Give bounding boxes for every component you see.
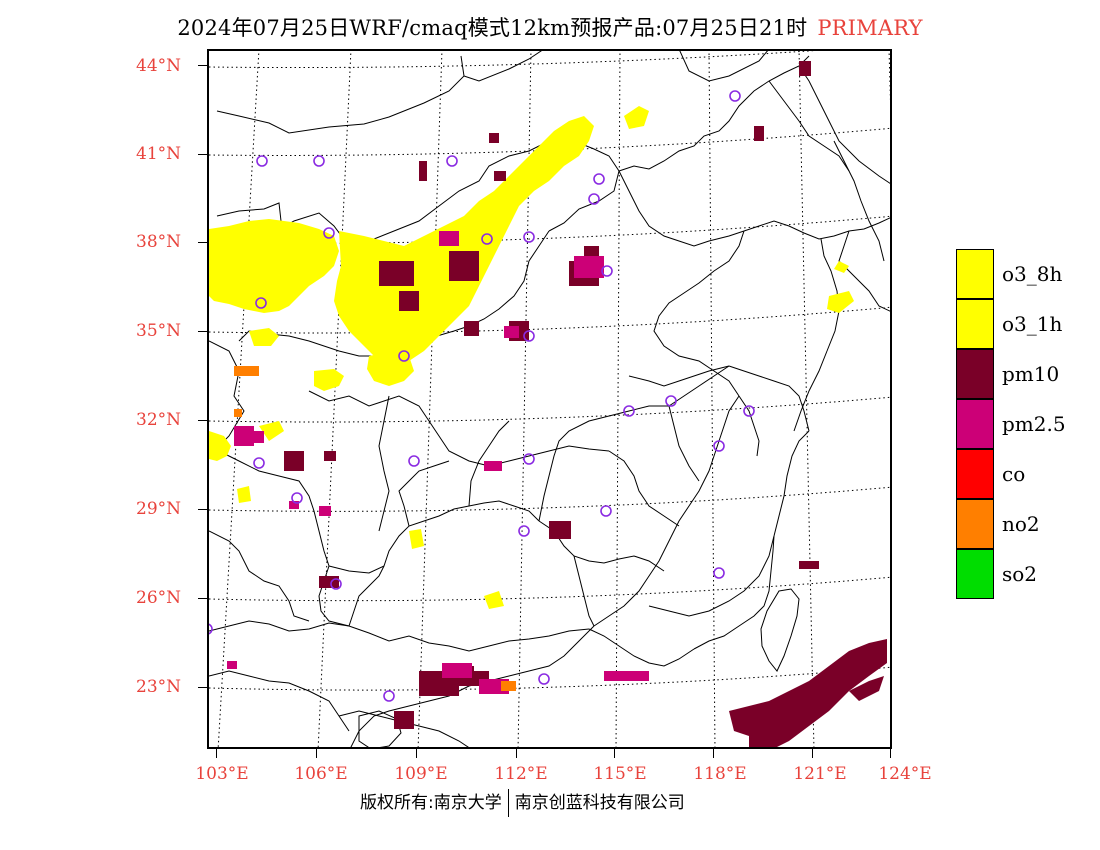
lon-tick <box>316 749 317 758</box>
lat-label-35: 35°N <box>136 321 182 341</box>
title-text: 2024年07月25日WRF/cmaq模式12km预报产品:07月25日21时 <box>177 16 808 40</box>
lon-label-115: 115°E <box>593 764 647 784</box>
lat-label-23: 23°N <box>136 677 182 697</box>
lat-label-44: 44°N <box>136 56 182 76</box>
lon-tick <box>216 749 217 758</box>
lon-tick <box>416 749 417 758</box>
copyright-footer: 版权所有:南京大学 南京创蓝科技有限公司 <box>360 788 685 817</box>
lat-label-32: 32°N <box>136 410 182 430</box>
primary-tag: PRIMARY <box>817 16 923 40</box>
legend-label: o3_1h <box>1002 312 1063 336</box>
legend-label: co <box>1002 462 1026 486</box>
map-title: 2024年07月25日WRF/cmaq模式12km预报产品:07月25日21时 P… <box>0 12 1100 42</box>
legend-label: o3_8h <box>1002 262 1063 286</box>
lat-label-38: 38°N <box>136 232 182 252</box>
province-boundaries <box>209 51 890 747</box>
legend-swatch <box>956 249 994 299</box>
map-frame[interactable] <box>207 49 892 749</box>
lon-label-118: 118°E <box>693 764 747 784</box>
legend-label: pm10 <box>1002 362 1060 386</box>
lon-tick <box>890 749 891 758</box>
legend-label: so2 <box>1002 562 1038 586</box>
legend-swatch <box>956 549 994 599</box>
lat-tick <box>198 331 207 332</box>
lon-label-106: 106°E <box>294 764 348 784</box>
copyright-right: 南京创蓝科技有限公司 <box>514 793 685 813</box>
legend-label: pm2.5 <box>1002 412 1066 436</box>
lat-tick <box>198 509 207 510</box>
no2-areas <box>234 366 516 691</box>
footer-separator <box>507 789 509 817</box>
legend-swatch <box>956 499 994 549</box>
lat-tick <box>198 154 207 155</box>
lat-label-41: 41°N <box>136 144 182 164</box>
lon-tick <box>713 749 714 758</box>
lon-label-121: 121°E <box>793 764 847 784</box>
lon-tick <box>516 749 517 758</box>
lat-label-29: 29°N <box>136 499 182 519</box>
pm10-areas <box>284 61 887 747</box>
lat-label-26: 26°N <box>136 588 182 608</box>
legend-swatch <box>956 399 994 449</box>
map-canvas[interactable] <box>209 51 892 749</box>
lat-tick <box>198 687 207 688</box>
legend-swatch <box>956 449 994 499</box>
legend-swatch <box>956 349 994 399</box>
copyright-left: 版权所有:南京大学 <box>360 793 502 813</box>
lat-tick <box>198 598 207 599</box>
lon-label-124: 124°E <box>878 764 932 784</box>
lat-tick <box>198 65 207 66</box>
lon-label-103: 103°E <box>195 764 249 784</box>
lon-tick <box>812 749 813 758</box>
legend-swatch <box>956 299 994 349</box>
legend-label: no2 <box>1002 512 1040 536</box>
lat-tick <box>198 420 207 421</box>
lon-label-109: 109°E <box>394 764 448 784</box>
station-markers <box>209 90 755 702</box>
pm25-areas <box>227 231 649 694</box>
lat-tick <box>198 242 207 243</box>
lon-tick <box>614 749 615 758</box>
lon-label-112: 112°E <box>494 764 548 784</box>
o3-areas <box>209 106 854 609</box>
